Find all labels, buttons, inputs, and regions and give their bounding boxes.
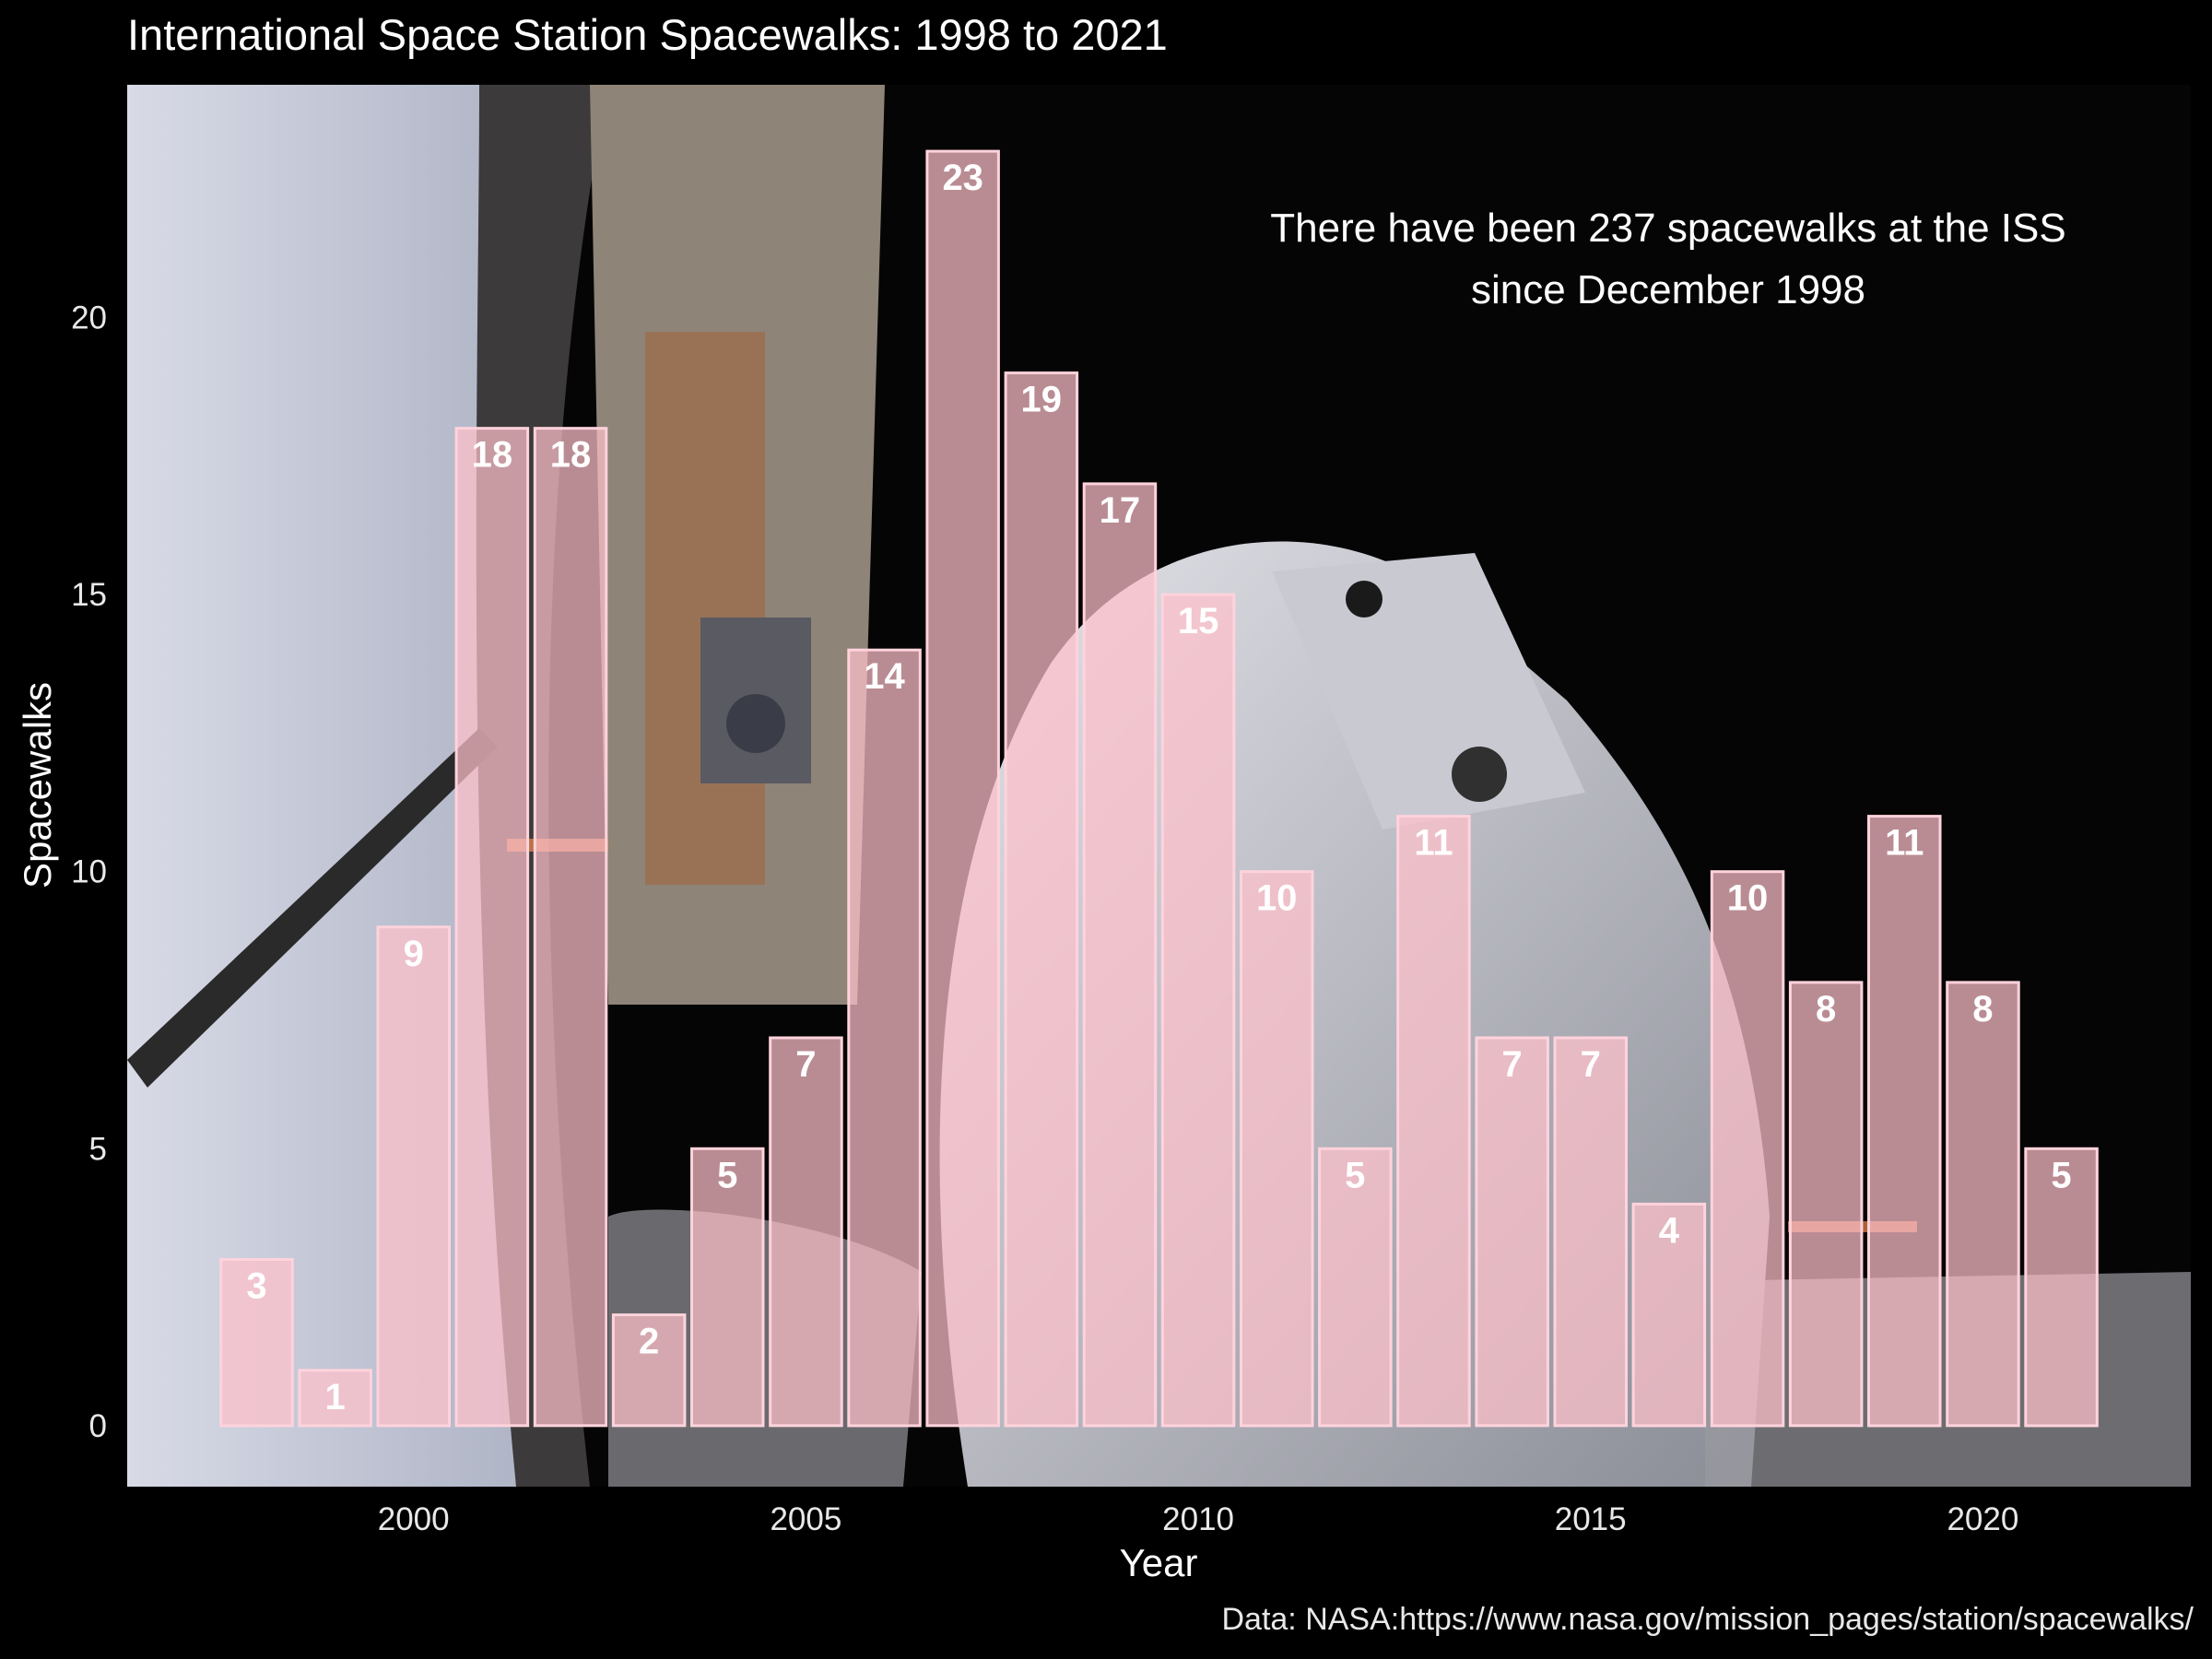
bar-2005 <box>769 1036 843 1428</box>
bars <box>219 149 2099 1428</box>
bar-label-2004: 5 <box>717 1155 737 1195</box>
bar-label-2015: 7 <box>1581 1044 1601 1085</box>
bar-2004 <box>690 1147 765 1428</box>
bar-2012 <box>1318 1147 1393 1428</box>
bar-label-2020: 8 <box>1972 989 1993 1030</box>
bar-label-2012: 5 <box>1345 1155 1365 1195</box>
bar-label-2008: 19 <box>1021 380 1063 420</box>
bar-label-2017: 10 <box>1727 878 1769 919</box>
bar-2007 <box>925 149 1000 1428</box>
bar-label-2016: 4 <box>1659 1210 1680 1251</box>
bar-label-2018: 8 <box>1816 989 1836 1030</box>
x-tick-2000: 2000 <box>378 1501 450 1537</box>
y-tick-20: 20 <box>71 300 107 336</box>
bar-label-2001: 18 <box>472 435 513 476</box>
y-tick-5: 5 <box>89 1131 107 1167</box>
bar-label-2002: 18 <box>550 435 592 476</box>
bar-1998 <box>219 1258 294 1428</box>
bar-label-2014: 7 <box>1501 1044 1522 1085</box>
annotation-line-2: since December 1998 <box>1471 267 1865 312</box>
bar-label-2013: 11 <box>1414 823 1453 864</box>
y-tick-0: 0 <box>89 1408 107 1444</box>
bar-label-2009: 17 <box>1100 490 1141 531</box>
bar-2020 <box>1946 981 2020 1428</box>
bar-2015 <box>1553 1036 1628 1428</box>
bar-2019 <box>1867 815 1942 1428</box>
x-tick-2005: 2005 <box>770 1501 841 1537</box>
bar-2002 <box>533 427 608 1428</box>
chart-title: International Space Station Spacewalks: … <box>127 10 1168 59</box>
bar-2014 <box>1475 1036 1549 1428</box>
bar-2008 <box>1004 371 1079 1428</box>
bar-2003 <box>611 1313 687 1428</box>
bar-label-2007: 23 <box>942 158 983 198</box>
bar-label-2005: 7 <box>795 1044 816 1085</box>
y-axis-label: Spacewalks <box>16 682 59 888</box>
bar-2006 <box>847 648 922 1428</box>
bar-label-1999: 1 <box>324 1377 345 1418</box>
x-tick-2010: 2010 <box>1162 1501 1234 1537</box>
bar-2009 <box>1082 482 1158 1428</box>
bar-label-2003: 2 <box>639 1322 659 1362</box>
y-axis-ticks: 0 5 10 15 20 <box>71 300 107 1444</box>
bar-2018 <box>1788 981 1864 1428</box>
x-axis-ticks: 2000 2005 2010 2015 2020 <box>378 1501 2019 1537</box>
x-tick-2015: 2015 <box>1555 1501 1627 1537</box>
annotation-line-1: There have been 237 spacewalks at the IS… <box>1270 206 2065 251</box>
bar-label-2000: 9 <box>404 934 424 974</box>
bar-2013 <box>1396 815 1471 1428</box>
data-source-caption: Data: NASA:https://www.nasa.gov/mission_… <box>1221 1602 2194 1637</box>
bar-2001 <box>454 427 530 1428</box>
bar-2000 <box>376 925 451 1428</box>
bar-label-2010: 15 <box>1178 601 1219 641</box>
y-tick-10: 10 <box>71 854 107 890</box>
bar-2021 <box>2024 1147 2099 1428</box>
bar-label-2021: 5 <box>2051 1155 2071 1195</box>
y-tick-15: 15 <box>71 577 107 613</box>
bar-2017 <box>1710 870 1785 1428</box>
bar-label-1998: 3 <box>246 1266 266 1307</box>
bar-2011 <box>1240 870 1314 1428</box>
x-axis-label: Year <box>1120 1541 1198 1584</box>
bar-label-2011: 10 <box>1256 878 1298 919</box>
bar-2016 <box>1631 1202 1707 1428</box>
bar-1999 <box>298 1369 372 1428</box>
bar-label-2006: 14 <box>864 656 905 697</box>
x-tick-2020: 2020 <box>1947 1501 2018 1537</box>
bar-label-2019: 11 <box>1885 823 1924 864</box>
bar-2010 <box>1160 593 1236 1428</box>
